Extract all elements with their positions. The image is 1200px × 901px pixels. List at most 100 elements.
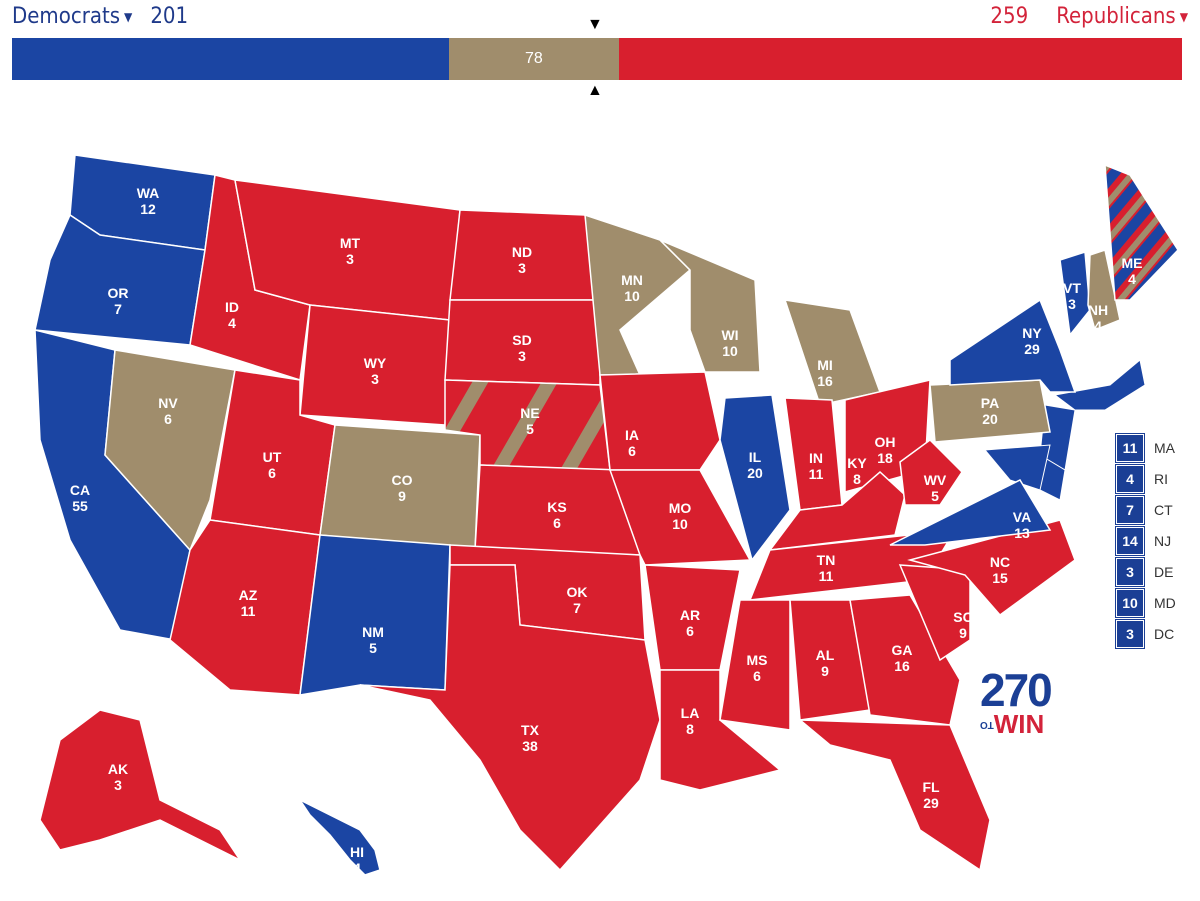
state-label-ca-ev: 55 [72,498,88,514]
state-label-az-ev: 11 [241,603,256,619]
state-ia[interactable] [599,371,721,471]
state-va[interactable] [889,479,1052,546]
state-label-hi-abbr: HI [350,844,364,860]
legend-state-abbr: DE [1154,563,1174,580]
state-wv[interactable] [899,439,963,506]
state-label-co-abbr: CO [392,472,413,488]
state-label-mi-ev: 16 [817,373,833,389]
state-label-or-ev: 7 [114,301,122,317]
state-label-nh-ev: 4 [1094,318,1102,334]
legend-state-abbr: MD [1154,594,1176,611]
state-label-nv-abbr: NV [158,395,178,411]
state-label-va-abbr: VA [1013,509,1031,525]
state-label-ia-ev: 6 [628,443,636,459]
state-label-ak-ev: 3 [114,777,122,793]
state-label-ny-abbr: NY [1022,325,1042,341]
legend-item-ri[interactable]: 4 RI [1115,463,1176,494]
legend-item-ct[interactable]: 7 CT [1115,494,1176,525]
state-label-id-abbr: ID [225,299,239,315]
state-label-wy-abbr: WY [364,355,387,371]
legend-ev-box: 3 [1115,618,1145,649]
state-label-wi-ev: 10 [722,343,738,359]
state-label-il-ev: 20 [747,465,763,481]
state-label-ar-abbr: AR [680,607,700,623]
tossup-total: 78 [525,50,543,67]
state-label-al-ev: 9 [821,663,829,679]
state-ga[interactable] [849,594,961,726]
state-label-or-abbr: OR [108,285,129,301]
state-label-nm-ev: 5 [369,640,377,656]
legend-item-de[interactable]: 3 DE [1115,556,1176,587]
state-ak[interactable] [39,709,243,862]
state-label-nv-ev: 6 [164,411,172,427]
state-label-wv-abbr: WV [924,472,947,488]
state-label-nd-ev: 3 [518,260,526,276]
state-label-sc-abbr: SC [953,609,972,625]
state-label-va-ev: 13 [1014,525,1030,541]
republicans-total: 259 [990,4,1029,29]
legend-ev-box: 3 [1115,556,1145,587]
caret-down-icon[interactable]: ▼ [1179,10,1188,24]
state-label-fl-ev: 29 [923,795,939,811]
state-me[interactable] [1104,163,1179,301]
state-nv[interactable] [104,349,236,552]
legend-state-abbr: DC [1154,625,1175,642]
republicans-header[interactable]: 259 Republicans ▼ [990,4,1188,29]
state-label-il-abbr: IL [749,449,762,465]
state-label-mt-abbr: MT [340,235,361,251]
state-ms[interactable] [719,599,791,731]
state-ny[interactable] [949,298,1077,393]
state-label-mi-abbr: MI [817,357,833,373]
state-tx[interactable] [359,564,661,872]
state-label-sc-ev: 9 [959,625,967,641]
state-label-sd-abbr: SD [512,332,531,348]
midpoint-marker-down-icon: ▼ [587,16,603,33]
state-fl[interactable] [797,719,991,872]
legend-item-dc[interactable]: 3 DC [1115,618,1176,649]
state-label-mt-ev: 3 [346,251,354,267]
legend-state-abbr: RI [1154,470,1168,487]
small-states-legend: 11 MA 4 RI 7 CT 14 NJ 3 DE 10 MD 3 DC [1115,432,1176,649]
state-label-tx-ev: 38 [522,738,538,754]
state-hi[interactable] [297,798,381,876]
state-label-nh-abbr: NH [1088,302,1108,318]
state-mi[interactable] [783,299,882,406]
state-label-me-ev: 4 [1128,271,1136,287]
state-nm[interactable] [299,534,451,696]
republicans-label: Republicans [1056,4,1176,29]
legend-item-ma[interactable]: 11 MA [1115,432,1176,463]
state-label-mn-abbr: MN [621,272,643,288]
democrats-header[interactable]: Democrats ▼ 201 [12,4,188,29]
state-label-ny-ev: 29 [1024,341,1040,357]
state-label-ms-abbr: MS [747,652,768,668]
state-label-tx-abbr: TX [521,722,540,738]
state-label-ak-abbr: AK [108,761,128,777]
state-mo[interactable] [608,469,752,566]
logo-number: 270 [980,664,1053,716]
democrats-total: 201 [150,4,189,29]
270towin-logo: 270 TO WIN [980,664,1053,737]
state-label-vt-ev: 3 [1068,296,1076,312]
state-label-wa-abbr: WA [137,185,160,201]
state-label-ia-abbr: IA [625,427,639,443]
state-label-ok-ev: 7 [573,600,581,616]
legend-item-md[interactable]: 10 MD [1115,587,1176,618]
caret-down-icon[interactable]: ▼ [124,10,133,24]
state-label-mn-ev: 10 [624,288,640,304]
small-state-shape[interactable] [983,444,1051,491]
state-label-wy-ev: 3 [371,371,379,387]
state-label-ks-ev: 6 [553,515,561,531]
state-la[interactable] [659,669,782,791]
legend-ev-box: 14 [1115,525,1145,556]
state-label-nc-ev: 15 [992,570,1008,586]
state-il[interactable] [719,394,791,562]
state-label-nc-abbr: NC [990,554,1010,570]
state-label-tn-ev: 11 [819,568,834,584]
state-label-al-abbr: AL [816,647,835,663]
legend-item-nj[interactable]: 14 NJ [1115,525,1176,556]
state-label-pa-abbr: PA [981,395,999,411]
state-wi[interactable] [659,239,761,373]
state-label-ar-ev: 6 [686,623,694,639]
state-nh[interactable] [1087,249,1121,332]
